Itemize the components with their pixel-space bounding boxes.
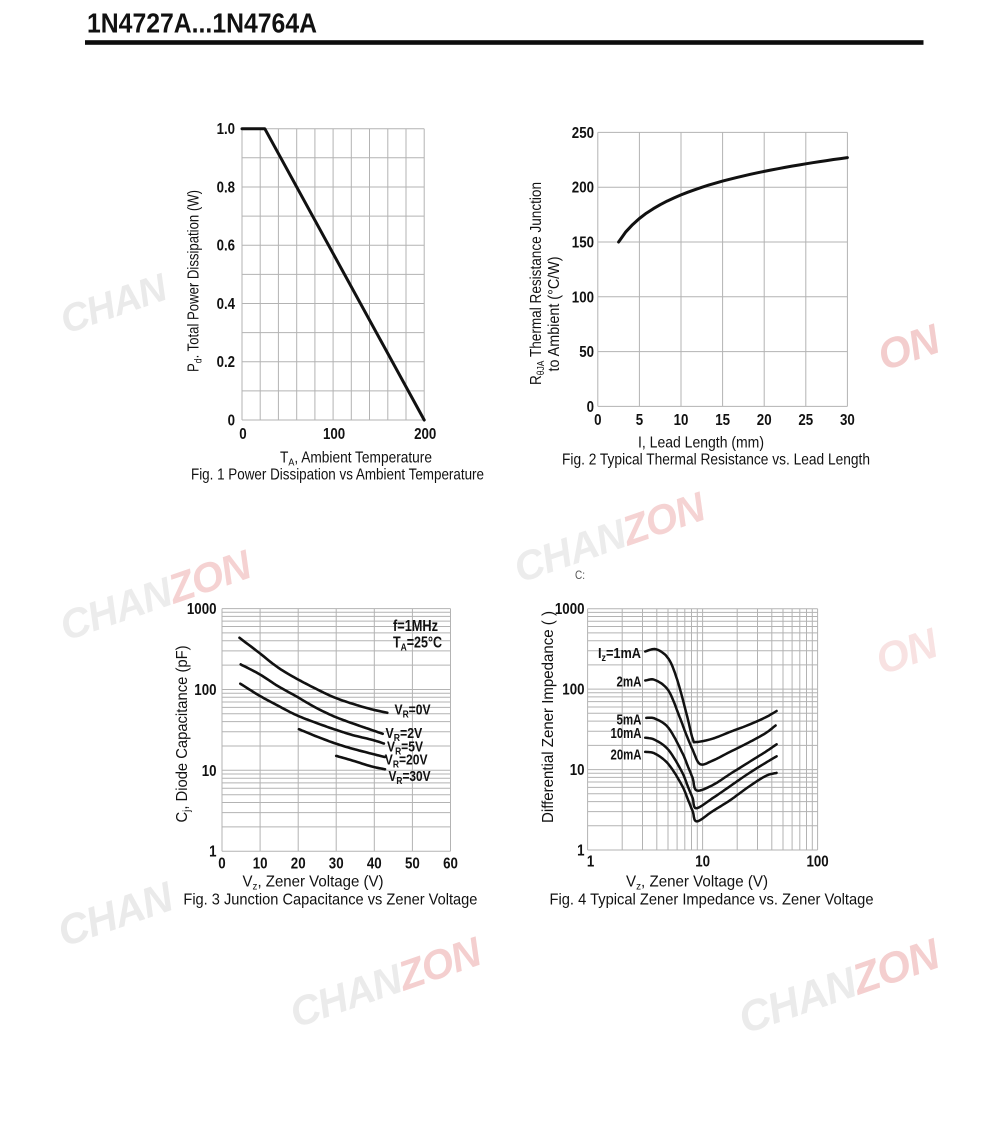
svg-text:2mA: 2mA [617,674,642,691]
svg-text:30: 30 [329,856,344,873]
svg-text:1: 1 [577,843,584,860]
svg-text:RθJA​ Thermal Resistance Junct: RθJA​ Thermal Resistance Junction [528,182,547,385]
svg-text:CHANZON: CHANZON [733,930,947,1044]
svg-text:0: 0 [587,399,594,416]
svg-text:TA​=25°C: TA​=25°C [393,635,442,654]
svg-text:Fig. 1 Power Dissipation vs Am: Fig. 1 Power Dissipation vs Ambient Temp… [191,467,484,484]
svg-text:0.8: 0.8 [217,180,235,197]
svg-text:0: 0 [218,856,225,873]
svg-text:Fig. 2 Typical Thermal Resista: Fig. 2 Typical Thermal Resistance vs. Le… [562,452,870,469]
svg-text:100: 100 [572,289,594,306]
svg-text:Fig. 4 Typical Zener Impedance: Fig. 4 Typical Zener Impedance vs. Zener… [550,892,874,909]
svg-text:1: 1 [209,844,216,861]
svg-text:Vz​, Zener Voltage (V): Vz​, Zener Voltage (V) [243,874,384,893]
svg-text:150: 150 [572,235,594,252]
svg-text:1.0: 1.0 [217,121,235,138]
svg-text:I, Lead Length (mm): I, Lead Length (mm) [638,435,764,452]
svg-text:60: 60 [443,856,458,873]
svg-text:20: 20 [757,412,772,429]
svg-text:10: 10 [253,856,268,873]
svg-text:ON: ON [872,314,948,379]
svg-text:100: 100 [323,426,345,443]
svg-text:1000: 1000 [555,601,585,618]
svg-text:10: 10 [674,412,689,429]
svg-text:0: 0 [239,426,246,443]
svg-text:50: 50 [405,856,420,873]
svg-text:Pd​. Total Power Dissipation (: Pd​. Total Power Dissipation (W) [186,190,205,372]
svg-text:0.4: 0.4 [217,296,235,313]
svg-text:VR​=30V: VR​=30V [389,768,431,787]
svg-text:0.2: 0.2 [217,354,235,371]
svg-text:20mA: 20mA [611,747,642,764]
svg-text:10: 10 [570,762,585,779]
svg-text:C:: C: [575,568,585,582]
svg-text:100: 100 [807,854,829,871]
svg-text:0: 0 [228,413,235,430]
svg-text:250: 250 [572,125,594,142]
svg-text:0.6: 0.6 [217,238,235,255]
svg-text:50: 50 [579,344,594,361]
svg-text:200: 200 [414,426,436,443]
svg-text:Cj​, Diode Capacitance (pF): Cj​, Diode Capacitance (pF) [174,646,193,823]
svg-text:25: 25 [798,412,813,429]
svg-text:TA​, Ambient Temperature: TA​, Ambient Temperature [280,450,432,469]
svg-text:f=1MHz: f=1MHz [393,618,438,635]
svg-text:1: 1 [587,854,594,871]
svg-text:5mA: 5mA [617,712,642,729]
svg-text:1N4727A...1N4764A: 1N4727A...1N4764A [87,8,317,39]
svg-text:Fig. 3 Junction Capacitance vs: Fig. 3 Junction Capacitance vs Zener Vol… [183,892,477,909]
svg-text:5: 5 [636,412,643,429]
svg-text:10mA: 10mA [611,725,642,742]
svg-text:Iz​=1mA: Iz​=1mA [598,645,641,664]
svg-text:20: 20 [291,856,306,873]
svg-text:ON: ON [870,618,946,683]
svg-text:30: 30 [840,412,855,429]
svg-text:CHANZON: CHANZON [508,483,712,592]
svg-text:10: 10 [695,854,710,871]
svg-text:VR​=0V: VR​=0V [395,702,431,721]
svg-text:40: 40 [367,856,382,873]
svg-text:1000: 1000 [187,601,217,618]
svg-text:to Ambient (°C/W): to Ambient (°C/W) [546,257,563,372]
svg-text:Vz​, Zener Voltage (V): Vz​, Zener Voltage (V) [626,874,768,893]
svg-text:200: 200 [572,180,594,197]
svg-text:CHANZON: CHANZON [284,928,488,1037]
svg-text:Differential Zener Impedance (: Differential Zener Impedance ( ) [540,611,557,823]
svg-text:100: 100 [194,682,216,699]
svg-text:CHAN: CHAN [52,872,181,956]
svg-text:0: 0 [594,412,601,429]
svg-text:100: 100 [562,682,584,699]
svg-text:15: 15 [715,412,730,429]
svg-text:10: 10 [202,763,217,780]
svg-text:CHAN: CHAN [55,266,173,343]
